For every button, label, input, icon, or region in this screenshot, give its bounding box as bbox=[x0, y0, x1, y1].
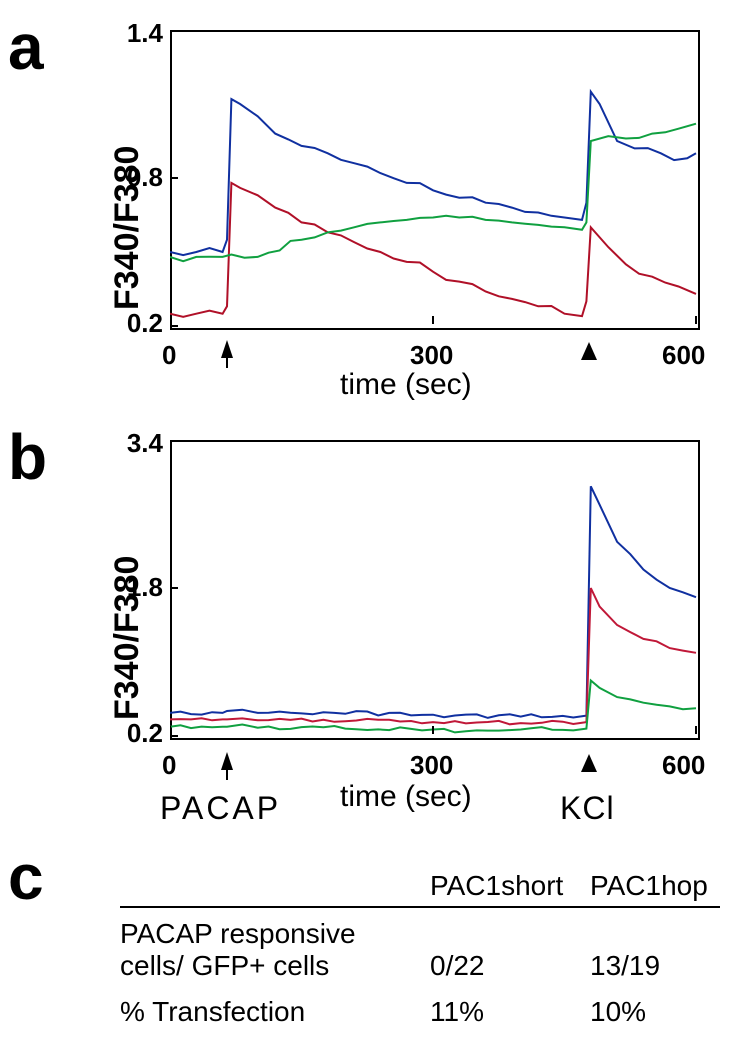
panel-b-ytick-top: 3.4 bbox=[115, 428, 163, 459]
table-r1c1: PACAP responsive cells/ GFP+ cells bbox=[120, 918, 430, 982]
panel-c-label: c bbox=[8, 840, 44, 914]
panel-a-chart bbox=[170, 30, 700, 330]
table-header-row: PAC1short PAC1hop bbox=[120, 870, 720, 908]
panel_b-series-red bbox=[170, 588, 696, 724]
panel-a-xtick-2: 600 bbox=[662, 340, 705, 371]
panel-a-xtick-1: 300 bbox=[410, 340, 453, 371]
table-row: % Transfection 11% 10% bbox=[120, 996, 720, 1028]
panel_b-series-green bbox=[170, 681, 696, 733]
panel-b-xtick-0: 0 bbox=[162, 750, 176, 781]
panel-c-table: PAC1short PAC1hop PACAP responsive cells… bbox=[120, 870, 720, 1034]
table-row: PACAP responsive cells/ GFP+ cells 0/22 … bbox=[120, 918, 720, 982]
table-r2c3: 10% bbox=[590, 996, 720, 1028]
panel-b-chart bbox=[170, 440, 700, 740]
marker-label-kcl: KCl bbox=[560, 790, 615, 827]
panel-b-label: b bbox=[8, 420, 47, 494]
panel-b-ytick-bot: 0.2 bbox=[115, 718, 163, 749]
panel_a-series-red bbox=[170, 183, 696, 317]
panel-a-xlabel: time (sec) bbox=[340, 368, 472, 402]
panel-a-arrow-kcl bbox=[581, 342, 597, 360]
table-r2c2: 11% bbox=[430, 996, 590, 1028]
panel-a-ytick-top: 1.4 bbox=[115, 18, 163, 49]
panel-a-label: a bbox=[8, 10, 44, 84]
panel-a-arrow-pacap bbox=[221, 340, 233, 358]
panel-a-ytick-bot: 0.2 bbox=[115, 308, 163, 339]
table-r1c3: 13/19 bbox=[590, 950, 720, 982]
table-r2c1: % Transfection bbox=[120, 996, 430, 1028]
panel-a-xtick-0: 0 bbox=[162, 340, 176, 371]
panel_b-series-blue bbox=[170, 486, 696, 718]
panel-b-svg bbox=[170, 440, 700, 740]
panel-b-ylabel: F340/F380 bbox=[108, 556, 147, 720]
panel-b-xtick-2: 600 bbox=[662, 750, 705, 781]
panel-b-arrow-pacap bbox=[221, 752, 233, 770]
panel-a-svg bbox=[170, 30, 700, 330]
table-hdr-pac1short: PAC1short bbox=[430, 870, 590, 902]
table-hdr-pac1hop: PAC1hop bbox=[590, 870, 720, 902]
panel-b-xlabel: time (sec) bbox=[340, 780, 472, 814]
table-r1c2: 0/22 bbox=[430, 950, 590, 982]
panel-a-ylabel: F340/F380 bbox=[108, 146, 147, 310]
marker-label-pacap: PACAP bbox=[160, 790, 281, 827]
table-hdr-empty bbox=[120, 870, 430, 902]
panel-b-arrow-kcl bbox=[581, 754, 597, 772]
panel_a-series-blue bbox=[170, 92, 696, 255]
panel-b-xtick-1: 300 bbox=[410, 750, 453, 781]
